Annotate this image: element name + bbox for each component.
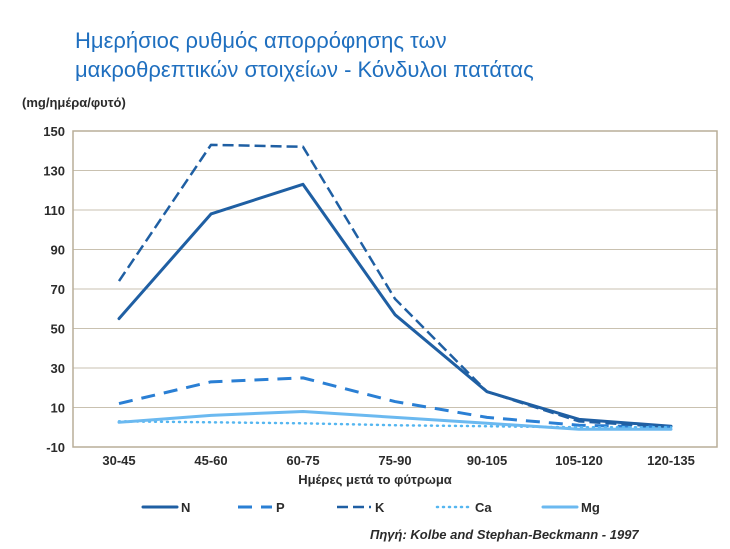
legend-label-p: P: [276, 500, 285, 515]
plot-area-frame: [72, 130, 718, 448]
series-line-k: [117, 143, 672, 429]
x-tick-label-5: 105-120: [555, 453, 603, 468]
legend-label-ca: Ca: [475, 500, 492, 515]
series-line-n: [117, 182, 673, 428]
y-tick-label-5: 90: [51, 243, 65, 258]
y-tick-label-8: 150: [43, 124, 65, 139]
x-tick-label-3: 75-90: [378, 453, 411, 468]
y-axis-unit-label: (mg/ημέρα/φυτό): [22, 95, 126, 110]
x-tick-label-0: 30-45: [102, 453, 135, 468]
chart-title-line-2: μακροθρεπτικών στοιχείων - Κόνδυλοι πατά…: [75, 57, 534, 82]
y-tick-label-7: 130: [43, 164, 65, 179]
legend-label-k: K: [375, 500, 385, 515]
x-tick-label-6: 120-135: [647, 453, 695, 468]
x-tick-label-4: 90-105: [467, 453, 507, 468]
y-tick-label-2: 30: [51, 361, 65, 376]
y-tick-label-0: -10: [46, 440, 65, 455]
legend-label-n: N: [181, 500, 190, 515]
y-tick-label-6: 110: [44, 203, 65, 218]
y-tick-label-1: 10: [51, 401, 65, 416]
series-line-ca: [117, 420, 673, 429]
gridlines: [73, 130, 717, 448]
x-tick-label-2: 60-75: [286, 453, 319, 468]
legend: N P K Ca Mg: [141, 500, 600, 515]
source-citation: Πηγή: Kolbe and Stephan-Beckmann - 1997: [370, 527, 639, 542]
x-tick-label-1: 45-60: [194, 453, 227, 468]
series-line-mg: [117, 409, 673, 431]
y-tick-label-3: 50: [51, 322, 65, 337]
series-line-p: [118, 376, 672, 429]
chart-title-line-1: Ημερήσιος ρυθμός απορρόφησης των: [75, 28, 447, 53]
series-lines: [117, 143, 673, 431]
legend-label-mg: Mg: [581, 500, 600, 515]
y-tick-label-4: 70: [51, 282, 65, 297]
chart-title: Ημερήσιος ρυθμός απορρόφησης των μακροθρ…: [75, 26, 534, 84]
y-axis-ticks: -10 10 30 50 70 90 110 130 150: [43, 124, 65, 455]
x-axis-ticks: 30-45 45-60 60-75 75-90 90-105 105-120 120-135: [102, 453, 694, 468]
x-axis-label: Ημέρες μετά το φύτρωμα: [298, 472, 452, 487]
